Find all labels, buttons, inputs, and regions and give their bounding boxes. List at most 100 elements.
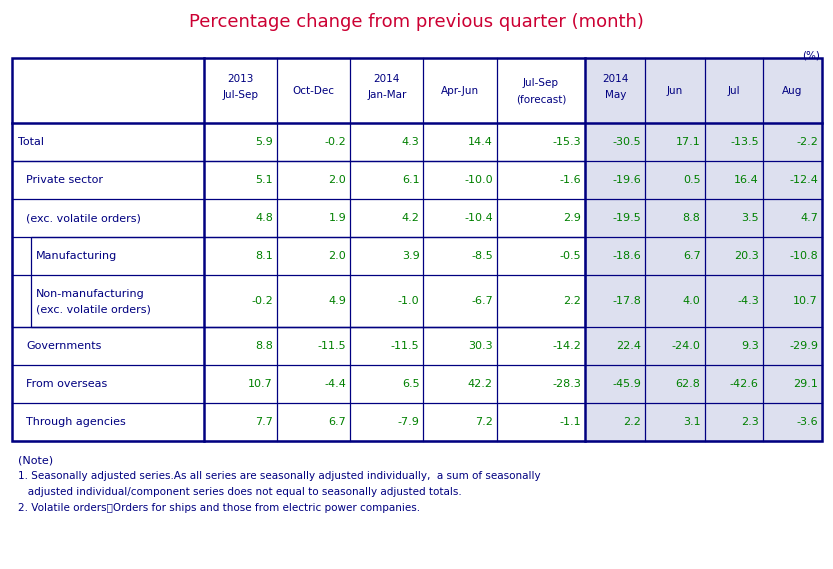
Text: Non-manufacturing: Non-manufacturing — [36, 289, 145, 299]
Text: -18.6: -18.6 — [612, 251, 641, 261]
Text: Aug: Aug — [782, 85, 802, 96]
Text: 3.9: 3.9 — [402, 251, 420, 261]
Text: -2.2: -2.2 — [796, 137, 818, 147]
Text: -1.0: -1.0 — [398, 296, 420, 306]
Text: 2014: 2014 — [602, 74, 628, 84]
Text: 3.5: 3.5 — [741, 213, 759, 223]
Text: -19.6: -19.6 — [612, 175, 641, 185]
Text: 2014: 2014 — [374, 74, 400, 84]
Text: (forecast): (forecast) — [516, 94, 566, 104]
Text: 5.9: 5.9 — [255, 137, 273, 147]
Text: 4.0: 4.0 — [683, 296, 701, 306]
Text: Jul-Sep: Jul-Sep — [523, 78, 559, 88]
Text: 8.1: 8.1 — [255, 251, 273, 261]
Text: -45.9: -45.9 — [612, 379, 641, 389]
Text: -1.1: -1.1 — [560, 417, 581, 427]
Text: -4.3: -4.3 — [737, 296, 759, 306]
Bar — [12, 58, 822, 441]
Text: (exc. volatile orders): (exc. volatile orders) — [36, 304, 151, 314]
Text: -7.9: -7.9 — [397, 417, 420, 427]
Text: 16.4: 16.4 — [734, 175, 759, 185]
Text: 0.5: 0.5 — [683, 175, 701, 185]
Text: 2.0: 2.0 — [328, 251, 347, 261]
Bar — [31, 237, 585, 327]
Bar — [12, 161, 585, 327]
Text: 29.1: 29.1 — [793, 379, 818, 389]
Text: 1.9: 1.9 — [328, 213, 347, 223]
Text: -14.2: -14.2 — [552, 341, 581, 351]
Text: -17.8: -17.8 — [612, 296, 641, 306]
Text: 30.3: 30.3 — [468, 341, 492, 351]
Text: -11.5: -11.5 — [317, 341, 347, 351]
Text: Manufacturing: Manufacturing — [36, 251, 117, 261]
Text: -13.5: -13.5 — [731, 137, 759, 147]
Text: 62.8: 62.8 — [676, 379, 701, 389]
Text: 2.3: 2.3 — [741, 417, 759, 427]
Text: 3.1: 3.1 — [683, 417, 701, 427]
Text: -24.0: -24.0 — [671, 341, 701, 351]
Text: -29.9: -29.9 — [789, 341, 818, 351]
Text: 2.0: 2.0 — [328, 175, 347, 185]
Text: 2. Volatile orders：Orders for ships and those from electric power companies.: 2. Volatile orders：Orders for ships and … — [18, 503, 420, 513]
Text: 5.1: 5.1 — [256, 175, 273, 185]
Text: 6.5: 6.5 — [402, 379, 420, 389]
Text: 6.1: 6.1 — [402, 175, 420, 185]
Text: 2.2: 2.2 — [623, 417, 641, 427]
Text: 2.2: 2.2 — [563, 296, 581, 306]
Text: (Note): (Note) — [18, 455, 53, 465]
Text: From overseas: From overseas — [26, 379, 107, 389]
Text: -11.5: -11.5 — [391, 341, 420, 351]
Text: Total: Total — [18, 137, 44, 147]
Text: 1. Seasonally adjusted series.As all series are seasonally adjusted individually: 1. Seasonally adjusted series.As all ser… — [18, 471, 541, 481]
Text: -1.6: -1.6 — [560, 175, 581, 185]
Text: adjusted individual/component series does not equal to seasonally adjusted total: adjusted individual/component series doe… — [18, 487, 461, 497]
Text: -30.5: -30.5 — [613, 137, 641, 147]
Text: -0.2: -0.2 — [252, 296, 273, 306]
Text: 4.2: 4.2 — [402, 213, 420, 223]
Text: 10.7: 10.7 — [793, 296, 818, 306]
Text: 17.1: 17.1 — [676, 137, 701, 147]
Text: -0.2: -0.2 — [325, 137, 347, 147]
Text: -12.4: -12.4 — [789, 175, 818, 185]
Text: (exc. volatile orders): (exc. volatile orders) — [26, 213, 141, 223]
Text: Oct-Dec: Oct-Dec — [292, 85, 335, 96]
Text: 42.2: 42.2 — [467, 379, 492, 389]
Text: -4.4: -4.4 — [324, 379, 347, 389]
Text: Percentage change from previous quarter (month): Percentage change from previous quarter … — [189, 13, 644, 31]
Text: 2.9: 2.9 — [563, 213, 581, 223]
Text: -0.5: -0.5 — [560, 251, 581, 261]
Text: Private sector: Private sector — [26, 175, 103, 185]
Text: -10.0: -10.0 — [464, 175, 492, 185]
Text: 22.4: 22.4 — [616, 341, 641, 351]
Text: -6.7: -6.7 — [471, 296, 492, 306]
Text: 4.8: 4.8 — [255, 213, 273, 223]
Text: 4.7: 4.7 — [801, 213, 818, 223]
Text: Jul-Sep: Jul-Sep — [222, 90, 258, 100]
Text: -3.6: -3.6 — [796, 417, 818, 427]
Text: (%): (%) — [802, 50, 820, 60]
Text: 6.7: 6.7 — [328, 417, 347, 427]
Text: 10.7: 10.7 — [248, 379, 273, 389]
Text: 4.3: 4.3 — [402, 137, 420, 147]
Text: Jun: Jun — [667, 85, 683, 96]
Text: 9.3: 9.3 — [741, 341, 759, 351]
Text: -8.5: -8.5 — [471, 251, 492, 261]
Text: 6.7: 6.7 — [683, 251, 701, 261]
Text: -28.3: -28.3 — [552, 379, 581, 389]
Text: May: May — [605, 90, 626, 100]
Text: 14.4: 14.4 — [468, 137, 492, 147]
Text: Jul: Jul — [727, 85, 740, 96]
Text: -10.8: -10.8 — [789, 251, 818, 261]
Text: -10.4: -10.4 — [464, 213, 492, 223]
Text: -42.6: -42.6 — [730, 379, 759, 389]
Text: 7.2: 7.2 — [475, 417, 492, 427]
Text: Through agencies: Through agencies — [26, 417, 126, 427]
Text: 7.7: 7.7 — [255, 417, 273, 427]
Text: -19.5: -19.5 — [612, 213, 641, 223]
Text: 8.8: 8.8 — [683, 213, 701, 223]
Text: 4.9: 4.9 — [328, 296, 347, 306]
Bar — [585, 58, 822, 441]
Text: -15.3: -15.3 — [552, 137, 581, 147]
Text: 8.8: 8.8 — [255, 341, 273, 351]
Text: Governments: Governments — [26, 341, 102, 351]
